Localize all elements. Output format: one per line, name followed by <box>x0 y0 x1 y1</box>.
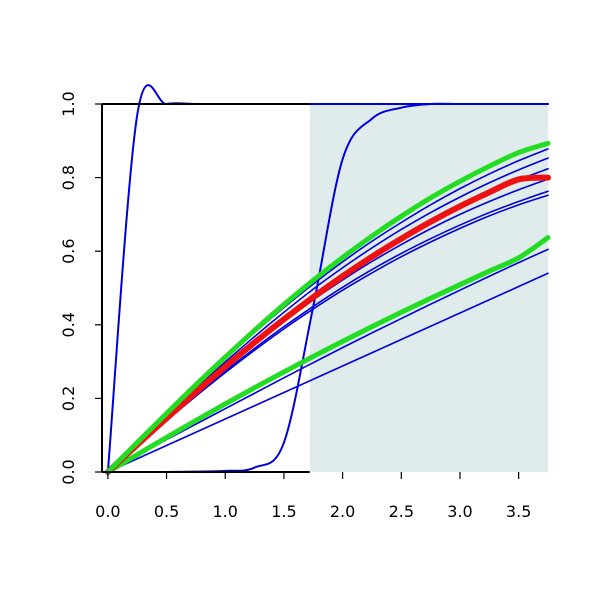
x-tick-label: 3.0 <box>447 502 472 521</box>
y-tick-label: 0.2 <box>59 386 78 411</box>
x-tick-label: 0.5 <box>154 502 179 521</box>
y-tick-label: 0.8 <box>59 165 78 190</box>
x-tick-label: 2.5 <box>389 502 414 521</box>
series-line-11-green <box>105 235 551 475</box>
tick-layer: 0.0 0.5 1.0 1.5 2.0 2.5 3.0 3.5 0.0 0.2 0.4 0.6 0.8 1… <box>59 91 531 521</box>
x-tick-label: 2.0 <box>330 502 355 521</box>
y-tick-label: 1.0 <box>59 91 78 116</box>
y-tick-label: 0.6 <box>59 238 78 263</box>
y-tick-label: 0.0 <box>59 459 78 484</box>
series-layer <box>104 84 551 475</box>
axis-layer <box>101 103 310 473</box>
x-tick-label: 1.0 <box>213 502 238 521</box>
series-line-12-red <box>104 174 551 475</box>
x-tick-label: 1.5 <box>271 502 296 521</box>
x-tick-label: 0.0 <box>95 502 120 521</box>
series-line-13-green <box>105 140 551 475</box>
series-line-4-blue <box>107 248 549 473</box>
y-tick-label: 0.4 <box>59 312 78 337</box>
series-line-3-blue <box>107 272 549 473</box>
x-tick-label: 3.5 <box>506 502 531 521</box>
